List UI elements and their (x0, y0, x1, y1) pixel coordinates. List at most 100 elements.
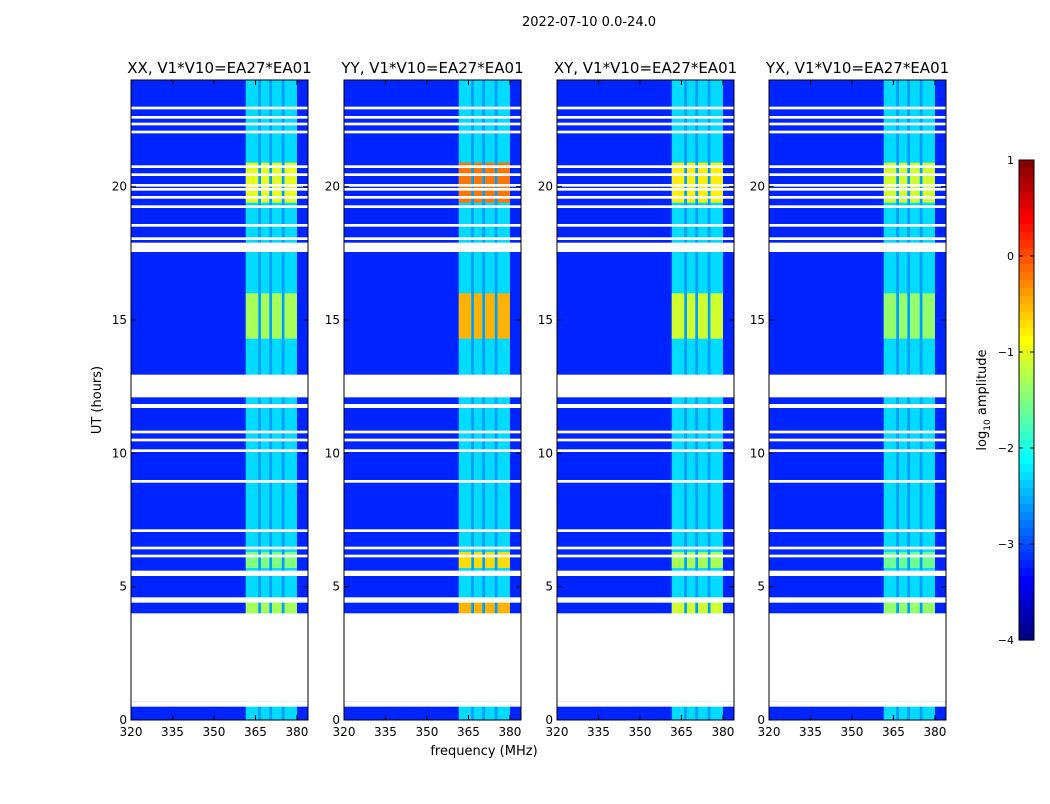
colorbar-label: log10 amplitude (975, 349, 993, 450)
rfi-column (473, 80, 483, 720)
rfi-column (898, 80, 908, 720)
y-tick-label: 0 (332, 713, 340, 727)
colorbar-segment (1019, 592, 1034, 601)
flagged-band (557, 106, 734, 110)
flagged-band (131, 130, 308, 134)
rfi-burst (883, 602, 897, 614)
heatmap-1 (131, 80, 308, 720)
flagged-band (557, 173, 734, 176)
flagged-band (131, 546, 308, 550)
rfi-column (686, 80, 696, 720)
rfi-burst (910, 552, 920, 568)
rfi-burst (497, 602, 510, 614)
y-tick-label: 15 (750, 313, 765, 327)
colorbar-segment (1019, 496, 1034, 505)
colorbar-segment (1019, 504, 1034, 513)
rfi-burst (922, 552, 935, 568)
flagged-band (131, 554, 308, 558)
flagged-band (344, 130, 521, 134)
flagged-band (131, 122, 308, 126)
colorbar-segment (1019, 544, 1034, 553)
flagged-band (131, 430, 308, 434)
y-tick-label: 10 (750, 446, 765, 460)
y-tick-label: 15 (538, 313, 553, 327)
panel-frame (343, 79, 522, 721)
flagged-band (557, 196, 734, 199)
y-tick-label: 0 (757, 713, 765, 727)
rfi-burst (671, 162, 685, 203)
rfi-column (260, 80, 270, 720)
colorbar-segment (1019, 192, 1034, 201)
rfi-burst (458, 162, 472, 203)
colorbar-segment (1019, 344, 1034, 353)
rfi-burst (698, 162, 708, 203)
colorbar-tick-label: −3 (998, 538, 1014, 551)
rfi-burst (497, 293, 510, 339)
colorbar-segment (1019, 184, 1034, 193)
x-axis-label: frequency (MHz) (430, 744, 537, 759)
panel-4: YX, V1*V10=EA27*EA01 320 335 350 365 380 0 5 10 1… (750, 59, 949, 739)
heatmap-3 (557, 80, 734, 720)
flagged-band (557, 130, 734, 134)
colorbar-segment (1019, 224, 1034, 233)
rfi-burst (710, 162, 723, 203)
x-tick-label: 320 (333, 725, 356, 739)
flagged-band (557, 224, 734, 227)
y-tick-label: 20 (112, 180, 127, 194)
flagged-band (557, 184, 734, 187)
colorbar-segment (1019, 320, 1034, 329)
colorbar-label-base: log (975, 431, 990, 451)
colorbar: 1 0 −1 −2 −3 −4 (998, 154, 1035, 647)
flagged-band (557, 404, 734, 408)
colorbar-segment (1019, 328, 1034, 337)
colorbar-segment (1019, 456, 1034, 465)
flagged-band (344, 546, 521, 550)
colorbar-segment (1019, 248, 1034, 257)
colorbar-segment (1019, 360, 1034, 369)
flagged-band (344, 404, 521, 408)
flagged-band (131, 237, 308, 240)
y-tick-label: 20 (325, 180, 340, 194)
flagged-band (769, 374, 946, 398)
flagged-band (344, 237, 521, 240)
panel-title: XX, V1*V10=EA27*EA01 (127, 59, 311, 77)
flagged-band (557, 480, 734, 483)
y-tick-label: 10 (112, 446, 127, 460)
colorbar-segment (1019, 280, 1034, 289)
heatmap-4 (769, 80, 946, 720)
colorbar-segment (1019, 488, 1034, 497)
flagged-band (557, 237, 734, 240)
colorbar-segment (1019, 264, 1034, 273)
flagged-band (344, 116, 521, 119)
colorbar-label-sub: 10 (983, 419, 993, 431)
flagged-band (344, 529, 521, 532)
colorbar-segment (1019, 272, 1034, 281)
rfi-burst (260, 162, 270, 203)
colorbar-segment (1019, 416, 1034, 425)
colorbar-segment (1019, 288, 1034, 297)
flagged-band (131, 701, 308, 707)
rfi-burst (686, 552, 696, 568)
flagged-band (131, 173, 308, 176)
flagged-band (131, 449, 308, 452)
flagged-band (557, 165, 734, 168)
panel-3: XY, V1*V10=EA27*EA01 320 335 350 365 380 0 5 10 1… (538, 59, 737, 739)
y-tick-label: 5 (757, 580, 765, 594)
rfi-burst (245, 602, 259, 614)
rfi-burst (458, 602, 472, 614)
colorbar-segment (1019, 528, 1034, 537)
rfi-burst (284, 602, 297, 614)
colorbar-segment (1019, 160, 1034, 169)
flagged-band (131, 613, 308, 702)
flagged-band (344, 597, 521, 603)
x-tick-label: 335 (161, 725, 184, 739)
colorbar-tick-label: −4 (998, 634, 1014, 647)
flagged-band (769, 613, 946, 702)
flagged-band (344, 205, 521, 208)
rfi-burst (260, 293, 270, 339)
flagged-band (769, 701, 946, 707)
flagged-band (769, 196, 946, 199)
flagged-band (344, 613, 521, 702)
flagged-band (131, 404, 308, 408)
